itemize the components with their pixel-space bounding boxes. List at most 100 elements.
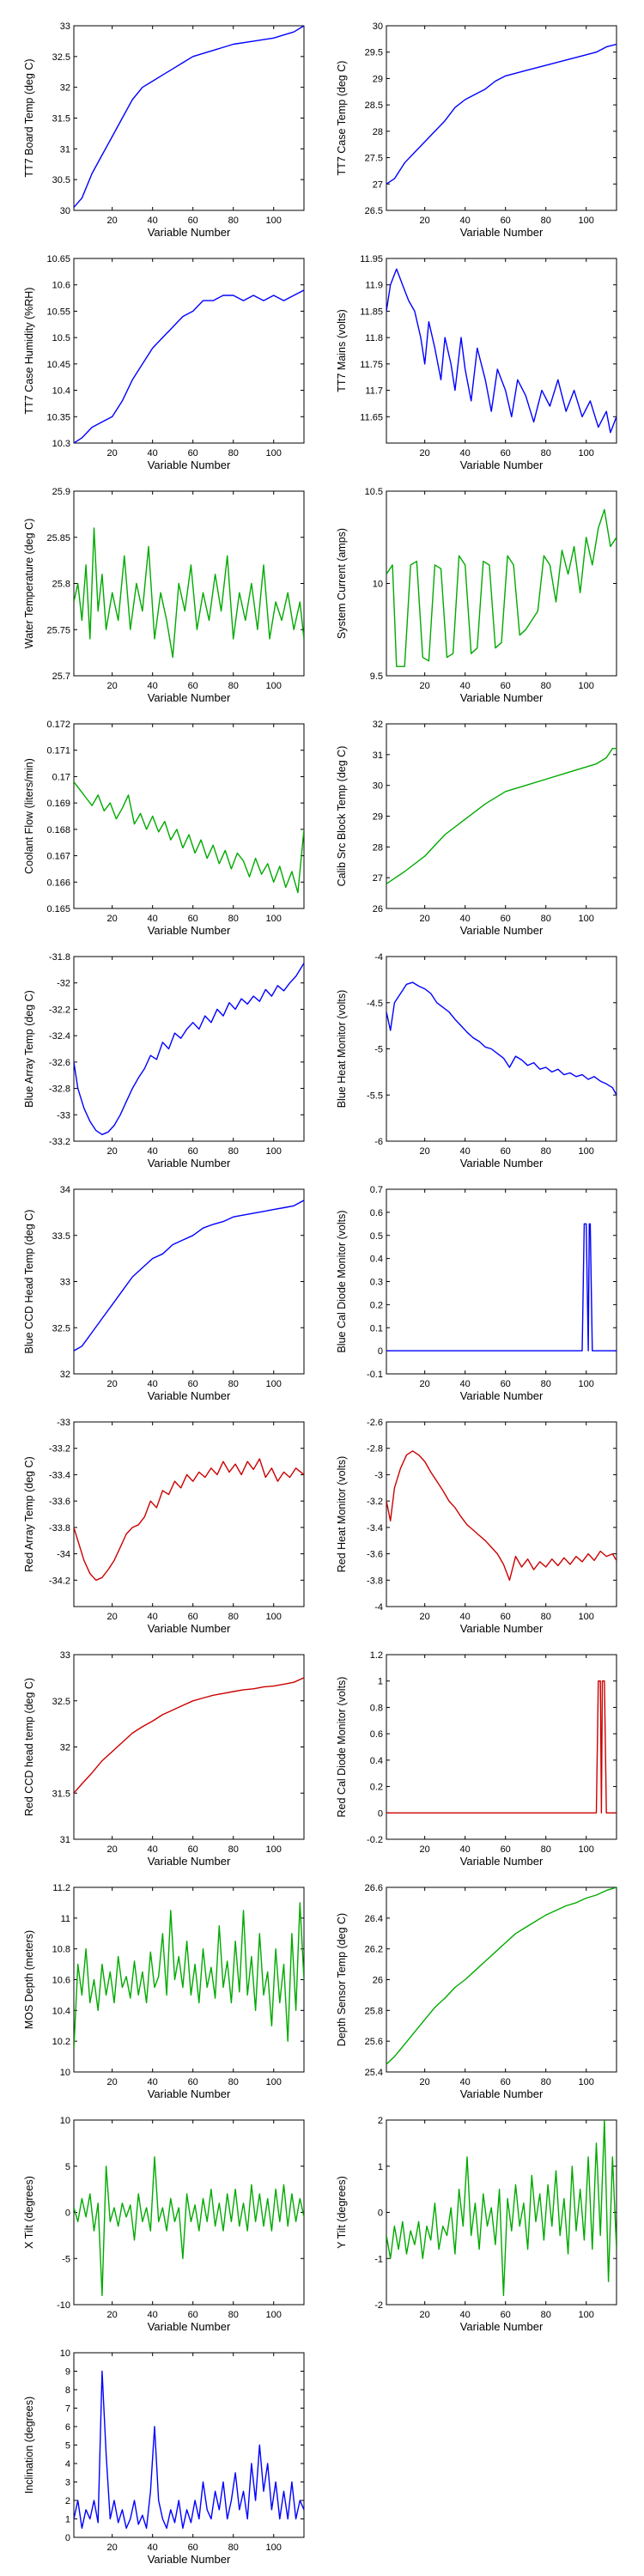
x-tick-label: 60	[188, 1612, 198, 1622]
x-axis-label: Variable Number	[148, 924, 231, 937]
x-tick-label: 20	[420, 1379, 430, 1389]
y-tick-label: 0	[378, 1808, 383, 1819]
x-tick-label: 60	[188, 2543, 198, 2553]
y-tick-label: 0.5	[370, 1231, 383, 1242]
y-tick-label: 2	[378, 2116, 383, 2126]
axes-frame	[73, 956, 305, 1142]
x-tick-label: 20	[107, 2310, 118, 2320]
axes-frame	[386, 258, 617, 444]
x-tick-label: 40	[148, 1146, 158, 1157]
x-tick-label: 40	[460, 1379, 471, 1389]
y-axis-label: Red Cal Diode Monitor (volts)	[336, 1677, 348, 1818]
x-tick-label: 100	[579, 1612, 594, 1622]
y-tick-label: 0	[378, 1346, 383, 1357]
y-tick-label: 2	[65, 2496, 70, 2506]
x-tick-label: 40	[460, 1612, 471, 1622]
y-tick-label: -33.2	[49, 1137, 70, 1147]
y-tick-label: -1	[374, 2254, 383, 2264]
series-line-0	[386, 268, 617, 434]
panel-12: 20 40 60 80 100 -34.2 -34 -33.8 -33.6 -33.4 -33.2 -…	[23, 1418, 305, 1635]
y-tick-label: -4.5	[367, 999, 383, 1009]
y-tick-label: 10.45	[46, 360, 70, 370]
y-tick-label: 0.3	[370, 1278, 383, 1288]
y-tick-label: 0.4	[370, 1756, 383, 1766]
x-tick-label: 80	[228, 1379, 239, 1389]
y-tick-label: 26.6	[365, 1883, 383, 1893]
y-tick-label: 25.8	[365, 2006, 383, 2016]
x-tick-label: 40	[460, 914, 471, 924]
x-tick-label: 80	[228, 216, 239, 226]
series-line-0	[386, 1680, 617, 1814]
y-tick-label: 0.7	[370, 1185, 383, 1195]
panel-16: 20 40 60 80 100 10 10.2 10.4 10.6 10.8 11 11.2 Varia…	[23, 1883, 305, 2100]
y-tick-label: 32	[60, 83, 70, 94]
x-tick-label: 20	[107, 914, 118, 924]
x-tick-label: 100	[266, 1844, 282, 1855]
x-tick-label: 80	[541, 216, 551, 226]
y-tick-label: 32	[60, 1743, 70, 1753]
x-tick-label: 60	[501, 1612, 511, 1622]
y-tick-label: 10.6	[52, 1976, 70, 1986]
x-tick-label: 100	[579, 914, 594, 924]
y-tick-label: 32.5	[52, 1697, 70, 1707]
y-tick-label: 10.6	[52, 281, 70, 291]
y-tick-label: 33	[60, 21, 70, 32]
series-line-0	[74, 26, 304, 208]
x-axis-label: Variable Number	[148, 691, 231, 704]
series-line-0	[74, 1902, 304, 2050]
y-tick-label: 27	[373, 179, 383, 190]
y-tick-label: 8	[65, 2385, 70, 2396]
panel-7: 20 40 60 80 100 26 27 28 29 30 31 32 Variable Number…	[336, 720, 617, 937]
x-tick-label: 80	[541, 2077, 551, 2087]
panel-6: 20 40 60 80 100 0.165 0.166 0.167 0.168 0.169 0.17…	[23, 720, 305, 937]
x-axis-label: Variable Number	[148, 1389, 231, 1402]
x-tick-label: 40	[460, 2310, 471, 2320]
x-axis-label: Variable Number	[460, 924, 544, 937]
x-tick-label: 60	[188, 448, 198, 459]
y-tick-label: -4	[374, 1602, 383, 1613]
x-tick-label: 80	[228, 448, 239, 459]
y-tick-label: 25.75	[46, 625, 70, 635]
y-tick-label: 1	[378, 1677, 383, 1687]
x-axis-label: Variable Number	[460, 459, 544, 471]
x-tick-label: 60	[188, 1844, 198, 1855]
x-tick-label: 60	[501, 216, 511, 226]
x-tick-label: 40	[460, 681, 471, 691]
y-tick-label: 0.4	[370, 1255, 383, 1265]
y-axis-label: MOS Depth (meters)	[23, 1930, 35, 2029]
y-tick-label: 10.65	[46, 254, 70, 264]
series-line-0	[74, 963, 304, 1136]
x-tick-label: 100	[266, 1612, 282, 1622]
y-tick-label: 11.85	[360, 307, 383, 317]
y-axis-label: TT7 Case Temp (deg C)	[336, 61, 348, 176]
x-tick-label: 100	[579, 216, 594, 226]
y-tick-label: -33.4	[49, 1470, 70, 1480]
y-tick-label: 1	[65, 2515, 70, 2525]
x-tick-label: 100	[266, 681, 282, 691]
y-axis-label: TT7 Board Temp (deg C)	[23, 58, 35, 177]
x-tick-label: 80	[541, 1612, 551, 1622]
x-tick-label: 40	[148, 2543, 158, 2553]
y-tick-label: -33.6	[49, 1497, 70, 1507]
y-tick-label: -2.6	[367, 1418, 383, 1428]
series-line-0	[386, 1887, 617, 2065]
y-axis-label: TT7 Case Humidity (%RH)	[23, 288, 35, 415]
x-tick-label: 80	[228, 2543, 239, 2553]
x-tick-label: 80	[228, 1844, 239, 1855]
x-tick-label: 20	[107, 216, 118, 226]
y-tick-label: 0.168	[46, 825, 70, 835]
y-tick-label: -34.2	[49, 1576, 70, 1586]
y-tick-label: -34	[57, 1550, 70, 1560]
y-tick-label: 5	[65, 2162, 70, 2172]
y-tick-label: 29	[373, 74, 383, 84]
y-tick-label: 10.8	[52, 1945, 70, 1955]
x-tick-label: 20	[107, 2543, 118, 2553]
axes-frame	[73, 258, 305, 444]
y-tick-label: 10.4	[52, 386, 70, 397]
y-tick-label: 27.5	[365, 154, 383, 164]
y-tick-label: 4	[65, 2459, 70, 2470]
y-tick-label: -0.2	[367, 1835, 383, 1845]
panel-13: 20 40 60 80 100 -4 -3.8 -3.6 -3.4 -3.2 -3 -2.8 -2.6 V…	[336, 1418, 617, 1635]
panel-8: 20 40 60 80 100 -33.2 -33 -32.8 -32.6 -32.4 -32.2 -…	[23, 952, 305, 1170]
x-tick-label: 80	[541, 1379, 551, 1389]
